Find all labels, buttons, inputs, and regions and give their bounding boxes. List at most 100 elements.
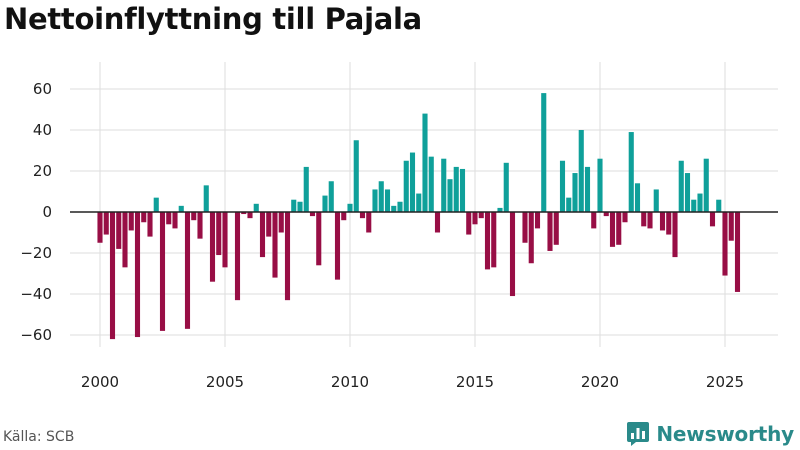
bar <box>284 212 291 301</box>
y-tick-label: 60 <box>33 80 52 98</box>
bar <box>709 212 716 227</box>
bar <box>278 212 284 233</box>
bar <box>241 212 247 215</box>
bar <box>197 212 203 239</box>
bar <box>547 212 553 251</box>
bar <box>459 168 466 212</box>
bar <box>322 195 328 212</box>
bar <box>497 207 503 212</box>
bars-group <box>97 93 741 340</box>
bar <box>466 212 472 235</box>
bar <box>678 160 684 212</box>
bar <box>641 212 647 227</box>
bar <box>253 203 259 212</box>
bar <box>609 212 616 247</box>
bar <box>134 212 141 338</box>
bar <box>691 199 697 212</box>
bar <box>166 212 172 225</box>
bar <box>359 212 366 219</box>
bar <box>572 173 578 212</box>
bar <box>659 212 666 231</box>
x-tick-label: 2020 <box>581 373 619 391</box>
bar <box>553 212 559 245</box>
bar <box>653 189 659 212</box>
x-tick-label: 2000 <box>81 373 119 391</box>
bar <box>309 212 316 217</box>
bar <box>122 212 128 268</box>
y-tick-label: 40 <box>33 121 52 139</box>
bar-chart: 2000 2005 2010 2015 2020 2025 −60 −40 −20 0 20 40 6… <box>20 62 778 391</box>
bar <box>434 212 441 233</box>
brand-name: Newsworthy <box>656 422 794 446</box>
bar <box>409 152 416 212</box>
bar <box>147 212 153 237</box>
bar <box>103 212 109 235</box>
bar <box>191 212 197 221</box>
bar <box>266 212 272 237</box>
y-tick-label: 20 <box>33 162 52 180</box>
bar <box>341 212 347 221</box>
bar <box>366 212 372 233</box>
bar <box>159 212 166 331</box>
bar <box>316 212 322 266</box>
bar <box>378 181 384 212</box>
bar <box>303 166 309 212</box>
bar <box>509 212 516 297</box>
bar <box>397 201 403 212</box>
source-label: Källa: SCB <box>3 429 75 445</box>
x-tick-label: 2025 <box>706 373 744 391</box>
bar <box>447 179 453 212</box>
bar <box>666 212 672 235</box>
bar <box>203 185 209 212</box>
bar <box>334 212 341 280</box>
bar <box>647 212 653 229</box>
bar <box>328 181 334 212</box>
bar <box>597 158 603 212</box>
bar <box>672 212 678 258</box>
bar <box>247 212 253 219</box>
bar <box>491 212 497 268</box>
bar <box>384 189 391 212</box>
bar <box>541 93 547 212</box>
chart-title: Nettoinflyttning till Pajala <box>4 2 422 36</box>
bar <box>116 212 122 249</box>
bar <box>697 193 703 212</box>
newsworthy-chart-icon <box>627 422 650 446</box>
bar <box>628 132 634 212</box>
y-tick-label: 0 <box>42 203 52 221</box>
bar <box>441 158 447 212</box>
bar <box>97 212 103 243</box>
bar <box>634 183 641 212</box>
bar <box>422 113 428 212</box>
bar <box>128 212 134 231</box>
bar <box>272 212 278 278</box>
bar <box>184 212 191 329</box>
bar <box>453 166 459 212</box>
bar <box>347 203 353 212</box>
bar <box>391 205 397 212</box>
bar <box>222 212 228 268</box>
bar <box>153 197 159 212</box>
bar <box>141 212 147 223</box>
bar <box>291 199 297 212</box>
bar <box>416 193 422 212</box>
bar <box>578 130 584 212</box>
bar <box>297 201 303 212</box>
x-tick-label: 2010 <box>331 373 369 391</box>
bar <box>172 212 178 229</box>
x-axis: 2000 2005 2010 2015 2020 2025 <box>81 373 744 391</box>
brand-logo[interactable]: Newsworthy <box>626 421 794 447</box>
bar <box>484 212 491 270</box>
bar <box>566 197 572 212</box>
bar <box>353 140 359 212</box>
bar <box>428 156 434 212</box>
bar <box>528 212 534 264</box>
x-tick-label: 2005 <box>206 373 244 391</box>
bar <box>559 160 566 212</box>
bar <box>372 189 378 212</box>
bar <box>728 212 734 241</box>
bar <box>722 212 728 276</box>
bar <box>734 212 741 292</box>
y-tick-label: −40 <box>20 285 52 303</box>
bar <box>178 205 184 212</box>
